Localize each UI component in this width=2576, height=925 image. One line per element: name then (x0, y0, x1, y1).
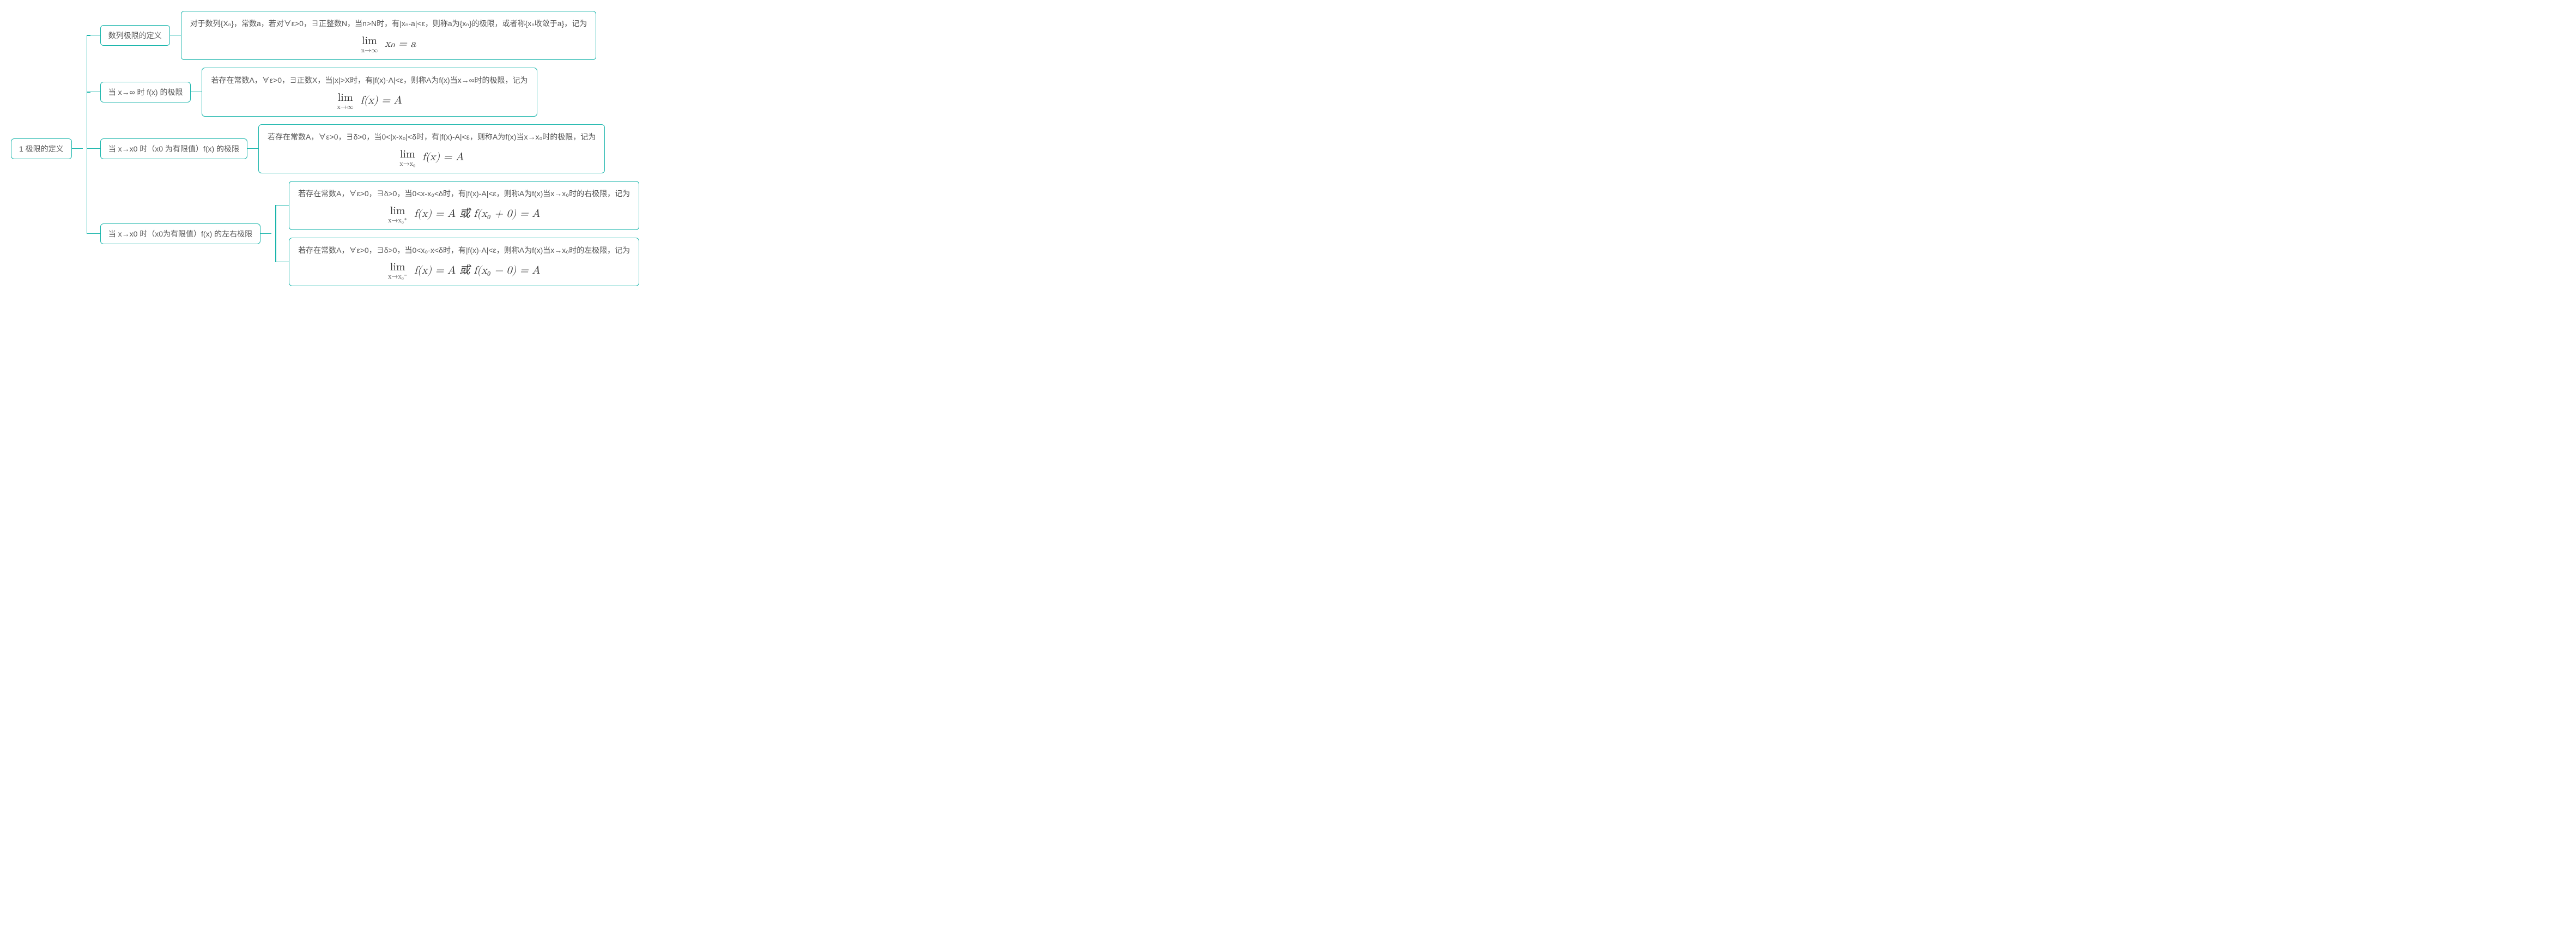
content-node-3-1: 若存在常数A，∀ε>0，∃δ>0，当0<x₀-x<δ时，有|f(x)-A|<ε，… (289, 238, 639, 287)
content-node-2: 若存在常数A，∀ε>0，∃δ>0，当0<|x-x₀|<δ时，有|f(x)-A|<… (258, 124, 605, 173)
content-formula: limx→x₀⁺ f(x) = A 或 f(x₀ + 0) = A (298, 201, 630, 224)
branch-node-1: 当 x→∞ 时 f(x) 的极限 (100, 82, 191, 102)
content-node-0: 对于数列{Xₙ}，常数a，若对∀ε>0，∃正整数N，当n>N时，有|xₙ-a|<… (181, 11, 597, 60)
content-text: 若存在常数A，∀ε>0，∃δ>0，当0<x₀-x<δ时，有|f(x)-A|<ε，… (298, 244, 630, 257)
branch-node-2: 当 x→x0 时（x0 为有限值）f(x) 的极限 (100, 138, 247, 159)
branch-label: 当 x→x0 时（x0为有限值）f(x) 的左右极限 (108, 229, 252, 238)
connector (72, 148, 83, 149)
root-node: 1 极限的定义 (11, 138, 72, 159)
content-formula: limn→∞ xₙ = a (190, 31, 587, 54)
level1-group: 数列极限的定义 对于数列{Xₙ}，常数a，若对∀ε>0，∃正整数N，当n>N时，… (83, 11, 639, 286)
sub-row-1: 若存在常数A，∀ε>0，∃δ>0，当0<x₀-x<δ时，有|f(x)-A|<ε，… (279, 238, 639, 287)
content-text: 若存在常数A，∀ε>0，∃正数X，当|x|>X时，有|f(x)-A|<ε，则称A… (211, 74, 528, 87)
mindmap-tree: 1 极限的定义 数列极限的定义 对于数列{Xₙ}，常数a，若对∀ε>0，∃正整数… (11, 11, 2565, 286)
branch-row-3: 当 x→x0 时（x0为有限值）f(x) 的左右极限 若存在常数A，∀ε>0，∃… (90, 181, 639, 287)
content-formula: limx→x₀ f(x) = A (268, 144, 596, 167)
connector (260, 233, 271, 234)
root-label: 1 极限的定义 (19, 144, 64, 153)
branch-node-3: 当 x→x0 时（x0为有限值）f(x) 的左右极限 (100, 223, 260, 244)
content-text: 若存在常数A，∀ε>0，∃δ>0，当0<x-x₀<δ时，有|f(x)-A|<ε，… (298, 187, 630, 201)
connector (247, 148, 258, 149)
connector (90, 148, 100, 149)
branch-row-0: 数列极限的定义 对于数列{Xₙ}，常数a，若对∀ε>0，∃正整数N，当n>N时，… (90, 11, 639, 60)
branch-label: 数列极限的定义 (108, 31, 162, 40)
content-text: 对于数列{Xₙ}，常数a，若对∀ε>0，∃正整数N，当n>N时，有|xₙ-a|<… (190, 17, 587, 31)
sub-row-0: 若存在常数A，∀ε>0，∃δ>0，当0<x-x₀<δ时，有|f(x)-A|<ε，… (279, 181, 639, 230)
branch-label: 当 x→x0 时（x0 为有限值）f(x) 的极限 (108, 144, 239, 153)
branch-row-1: 当 x→∞ 时 f(x) 的极限 若存在常数A，∀ε>0，∃正数X，当|x|>X… (90, 68, 639, 117)
content-node-3-0: 若存在常数A，∀ε>0，∃δ>0，当0<x-x₀<δ时，有|f(x)-A|<ε，… (289, 181, 639, 230)
connector (90, 233, 100, 234)
content-formula: limx→x₀⁻ f(x) = A 或 f(x₀ − 0) = A (298, 257, 630, 281)
content-node-1: 若存在常数A，∀ε>0，∃正数X，当|x|>X时，有|f(x)-A|<ε，则称A… (202, 68, 537, 117)
content-text: 若存在常数A，∀ε>0，∃δ>0，当0<|x-x₀|<δ时，有|f(x)-A|<… (268, 130, 596, 144)
level1-children: 数列极限的定义 对于数列{Xₙ}，常数a，若对∀ε>0，∃正整数N，当n>N时，… (90, 11, 639, 286)
content-formula: limx→∞ f(x) = A (211, 87, 528, 111)
bracket-l2 (271, 181, 279, 287)
branch-node-0: 数列极限的定义 (100, 25, 170, 46)
bracket-l1 (83, 11, 90, 286)
branch-row-2: 当 x→x0 时（x0 为有限值）f(x) 的极限 若存在常数A，∀ε>0，∃δ… (90, 124, 639, 173)
level2-children: 若存在常数A，∀ε>0，∃δ>0，当0<x-x₀<δ时，有|f(x)-A|<ε，… (279, 181, 639, 287)
level2-group: 若存在常数A，∀ε>0，∃δ>0，当0<x-x₀<δ时，有|f(x)-A|<ε，… (271, 181, 639, 287)
branch-label: 当 x→∞ 时 f(x) 的极限 (108, 88, 183, 96)
